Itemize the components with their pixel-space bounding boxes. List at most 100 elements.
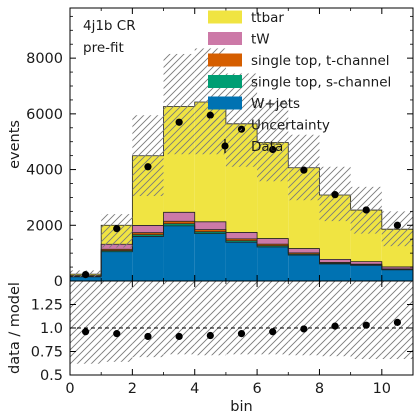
ratio-x-ticks: 0 2 4 6 8 10 [65,281,391,397]
main-panel: 0 2000 4000 6000 8000 events 4j1b CR pre-fit… [7,7,414,290]
data-point-4 [206,111,214,119]
bar-single-top-t-channel-5 [225,238,258,241]
legend-label-ttbar: ttbar [251,10,284,26]
bar-single-top-s-channel-2 [132,234,164,237]
bar-single-top-t-channel-2 [132,232,164,235]
bar-w-jets-1 [101,251,133,281]
ratio-point-8 [331,322,339,330]
bar-tw-6 [257,238,289,245]
legend-label-tw: tW [251,32,270,48]
main-ytick-label-1: 2000 [26,218,63,234]
ratio-point-2 [144,332,152,341]
bar-tw-10 [381,266,413,269]
bar-w-jets-2 [132,236,164,281]
ratio-point-3 [175,332,183,341]
legend-swatch-uncertainty [208,118,242,131]
main-ytick-label-4: 8000 [26,51,63,67]
legend-swatch-single-top-s-channel [208,75,242,88]
bar-single-top-s-channel-6 [257,245,289,248]
data-point-7 [300,166,308,174]
main-y-axis-label: events [7,120,23,169]
uncertainty-bin-3 [163,53,195,155]
uncertainty-bin-6 [257,99,289,182]
legend-swatch-tw [208,32,242,45]
ratio-points [81,318,402,341]
region-label: 4j1b CR [83,18,136,34]
bar-single-top-s-channel-5 [225,240,258,243]
legend-swatch-single-top-t-channel [208,53,242,67]
ratio-point-6 [269,328,277,336]
bar-single-top-t-channel-4 [194,229,226,232]
ratio-ytick-label-3: 1.25 [31,298,63,314]
main-ytick-label-3: 6000 [26,107,63,123]
uncertainty-bin-2 [132,115,164,197]
ratio-band-bin-6 [257,281,289,355]
bar-single-top-s-channel-3 [163,223,195,226]
ratio-point-4 [206,331,214,340]
bar-w-jets-7 [288,255,320,281]
bar-w-jets-0 [70,276,102,281]
ratio-band-bin-0 [70,281,102,364]
ratio-band-bin-2 [132,281,164,358]
bar-tw-8 [319,259,351,263]
ratio-point-1 [113,330,121,338]
fit-status-label: pre-fit [83,40,124,56]
bar-tw-5 [225,232,258,239]
ratio-band-bin-8 [319,281,351,357]
bar-single-top-t-channel-3 [163,221,195,224]
ratio-point-0 [81,328,90,336]
bar-single-top-s-channel-7 [288,254,320,256]
x-axis-label: bin [230,399,252,415]
bar-w-jets-10 [381,269,413,281]
ratio-point-9 [362,321,370,329]
bar-w-jets-4 [194,233,226,281]
bar-single-top-t-channel-8 [319,262,351,264]
bar-w-jets-6 [257,247,289,281]
bar-single-top-s-channel-4 [194,231,226,234]
ratio-y-ticks: 0.5 0.75 1.0 1.25 [31,298,413,384]
ratio-xtick-label-5: 10 [373,381,391,397]
legend-label-single-top-s-channel: single top, s-channel [251,75,391,91]
ratio-band-bin-3 [163,281,195,355]
ratio-band-bin-9 [350,281,382,360]
ratio-xtick-label-4: 8 [315,381,324,397]
bar-w-jets-5 [225,242,258,281]
main-ytick-label-0: 0 [54,274,63,290]
bar-single-top-s-channel-1 [101,250,133,252]
bar-single-top-t-channel-1 [101,249,133,251]
legend-label-single-top-t-channel: single top, t-channel [251,53,390,69]
legend-label-data: Data [251,139,283,155]
ratio-uncertainty-band [70,281,413,364]
bar-w-jets-9 [350,265,382,281]
legend: ttbar tW single top, t-channel single top, … [208,10,391,155]
outline-tw [70,211,413,276]
ratio-band-bin-4 [194,281,226,356]
ratio-band-bin-7 [288,281,320,356]
bar-tw-9 [350,261,382,265]
ratio-band-bin-5 [225,281,258,355]
bar-single-top-t-channel-6 [257,244,289,246]
legend-swatch-w-jets [208,96,242,110]
bar-tw-3 [163,212,195,222]
ratio-xtick-label-1: 2 [128,381,137,397]
ratio-xtick-label-2: 4 [190,381,199,397]
ratio-point-5 [237,330,246,338]
legend-swatch-ttbar [208,10,242,24]
ratio-xtick-label-0: 0 [65,381,74,397]
data-point-6 [269,145,277,154]
data-point-2 [144,163,152,171]
data-point-0 [81,270,90,279]
data-point-9 [362,206,370,214]
ratio-ytick-label-0: 0.5 [40,368,63,384]
legend-label-uncertainty: Uncertainty [251,118,330,134]
bar-single-top-t-channel-7 [288,252,320,255]
data-point-8 [331,191,339,199]
data-point-3 [175,118,183,126]
data-point-1 [113,225,121,233]
ratio-point-10 [393,318,402,326]
bar-w-jets-3 [163,225,195,281]
bar-tw-4 [194,221,226,230]
ratio-panel: 0.5 0.75 1.0 1.25 0 2 4 6 8 10 data / model bin [7,280,414,415]
ratio-xtick-label-3: 6 [252,381,261,397]
